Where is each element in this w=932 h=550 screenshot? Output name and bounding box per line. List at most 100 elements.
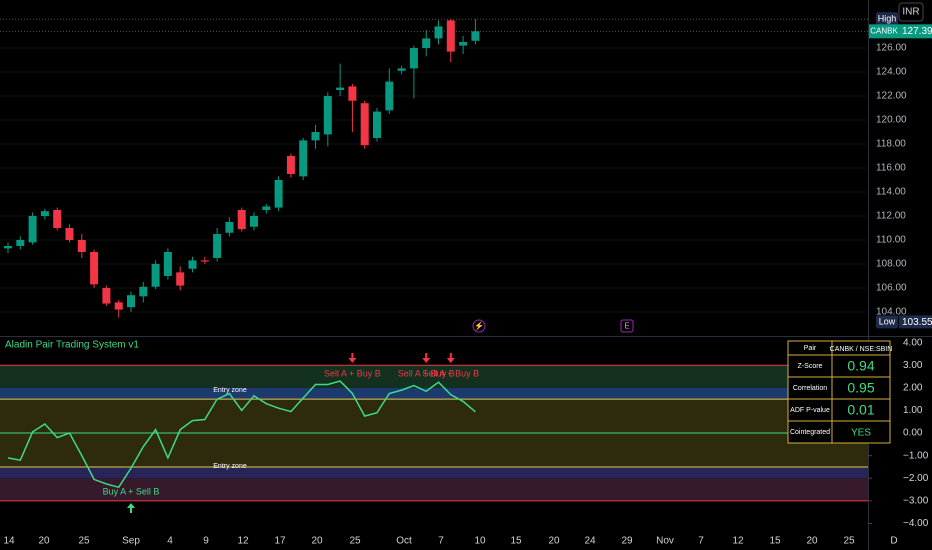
y-tick-label: −3.00 [903, 496, 929, 507]
candle-body [250, 215, 258, 227]
candle-body [262, 206, 271, 210]
y-tick-label: 110.00 [876, 235, 906, 246]
candle-body [274, 179, 283, 208]
low-label: Low [879, 317, 896, 327]
x-tick-label: 12 [732, 536, 744, 547]
last-price: 127.39 [902, 26, 932, 37]
candle-body [77, 239, 86, 252]
x-tick-label: 14 [3, 536, 15, 547]
y-tick-label: 108.00 [876, 259, 907, 270]
last-symbol: CANBK [870, 26, 898, 35]
high-badge [876, 12, 898, 26]
entry-zone-label: Entry zone [213, 463, 247, 470]
candle-body [237, 209, 246, 230]
candle-body [127, 295, 135, 308]
candle-body [102, 287, 111, 304]
dividend-icon-glyph: ⚡ [474, 321, 484, 331]
dividend-icon[interactable] [472, 319, 486, 333]
candle-body [163, 251, 172, 276]
candle-body [471, 31, 480, 41]
signal-arrow [127, 503, 135, 513]
y-tick-label: −4.00 [903, 518, 929, 529]
table-key: ADF P-value [790, 407, 830, 414]
high-label: High [878, 14, 897, 24]
x-tick-label: 25 [843, 536, 855, 547]
z-score-line [7, 380, 476, 489]
x-tick-label: 10 [474, 536, 486, 547]
x-tick-label: Nov [656, 536, 674, 547]
y-tick-label: 3.00 [903, 360, 923, 371]
candle-body [114, 302, 123, 310]
y-tick-label: −1.00 [903, 450, 929, 461]
interval[interactable]: D [890, 536, 897, 547]
signal-arrow [422, 353, 431, 363]
x-tick-label: 9 [203, 536, 209, 547]
zone-band [0, 466, 868, 479]
y-tick-label: 124.00 [876, 67, 907, 78]
zone-band [0, 387, 868, 400]
candle-body [311, 131, 320, 141]
candle-body [16, 239, 25, 246]
y-tick-label: 114.00 [876, 187, 906, 198]
candle-body [90, 251, 99, 285]
table-value: 0.94 [847, 358, 874, 374]
y-tick-label: 118.00 [876, 139, 906, 150]
signal-label: Sell A + Buy B [324, 368, 381, 378]
earnings-icon[interactable] [620, 319, 634, 333]
low-price-badge [899, 315, 932, 329]
y-tick-label: 116.00 [876, 163, 906, 174]
candle-body [323, 95, 332, 135]
candle-body [348, 86, 357, 101]
candle-body [151, 263, 160, 287]
table-key: Z-Score [798, 363, 823, 370]
x-tick-label: 15 [769, 536, 781, 547]
candle-body [200, 260, 209, 262]
table-value: YES [851, 428, 871, 439]
currency-button[interactable] [898, 2, 924, 22]
candle-body [188, 260, 197, 269]
candle-body [28, 215, 37, 243]
y-tick-label: 126.00 [876, 43, 907, 54]
x-tick-label: 15 [510, 536, 522, 547]
y-tick-label: −2.00 [903, 473, 929, 484]
y-tick-label: 112.00 [876, 211, 906, 222]
table-value: 0.01 [847, 402, 874, 418]
candle-body [139, 286, 148, 297]
candle-body [385, 81, 394, 111]
x-tick-label: 20 [548, 536, 560, 547]
candle-body [65, 227, 74, 240]
candle-body [459, 41, 468, 46]
x-tick-label: 12 [237, 536, 249, 547]
table-key: Pair [804, 345, 817, 352]
currency[interactable]: INR [902, 7, 919, 18]
last-symbol-badge [869, 24, 899, 39]
candle-body [434, 26, 443, 39]
x-tick-label: 25 [349, 536, 361, 547]
x-tick-label: Oct [396, 536, 412, 547]
y-tick-label: 122.00 [876, 91, 907, 102]
signal-label: Sell A + Buy B [422, 368, 479, 378]
y-tick-label: 4.00 [903, 337, 923, 348]
x-tick-label: 7 [698, 536, 704, 547]
x-tick-label: 20 [806, 536, 818, 547]
x-tick-label: 29 [621, 536, 633, 547]
candle-body [213, 233, 222, 258]
x-tick-label: 20 [38, 536, 50, 547]
candle-body [360, 103, 369, 146]
x-tick-label: 7 [438, 536, 444, 547]
zone-band [0, 478, 868, 501]
zone-band [0, 365, 868, 388]
table-value: 0.95 [847, 380, 874, 396]
candle-body [373, 111, 381, 138]
candle-body [299, 140, 308, 177]
y-tick-label: 2.00 [903, 382, 923, 393]
signal-arrow [446, 353, 455, 363]
x-tick-label: 17 [274, 536, 286, 547]
table-key: Cointegrated [790, 429, 830, 436]
y-tick-label: 106.00 [876, 283, 907, 294]
low-badge [876, 315, 898, 329]
x-tick-label: Sep [122, 536, 140, 547]
candle-body [397, 68, 406, 71]
low-price: 103.55 [902, 317, 932, 328]
